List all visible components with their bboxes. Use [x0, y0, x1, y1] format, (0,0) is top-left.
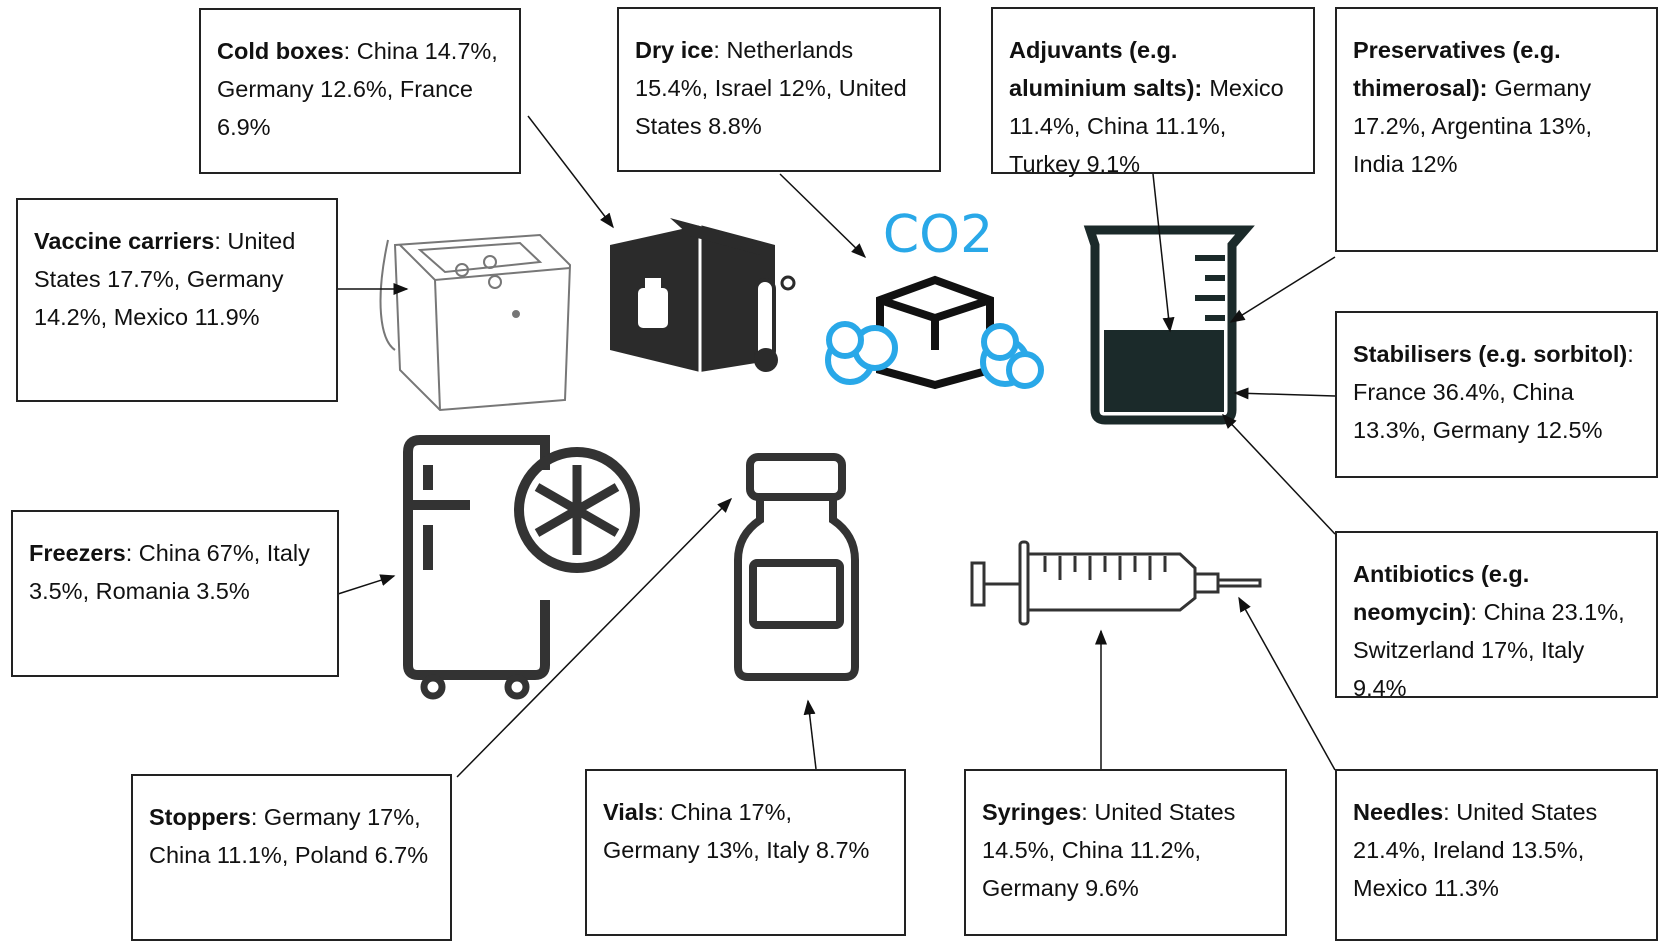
supplier-box: Syringes: United States 14.5%, China 11.… [964, 769, 1287, 936]
beaker-icon [1090, 230, 1245, 420]
item-label: Needles [1353, 799, 1443, 825]
diagram: CO2 [0, 0, 1658, 943]
supplier-box: Stoppers: Germany 17%, China 11.1%, Pola… [131, 774, 452, 941]
supplier-box: Vaccine carriers: United States 17.7%, G… [16, 198, 338, 402]
supplier-box: Needles: United States 21.4%, Ireland 13… [1335, 769, 1658, 941]
vial-icon [738, 457, 855, 677]
co2-label: CO2 [883, 205, 993, 265]
supplier-box: Vials: China 17%, Germany 13%, Italy 8.7… [585, 769, 906, 936]
vaccine-carrier-icon [381, 235, 570, 410]
item-label: Syringes [982, 799, 1081, 825]
dry-ice-icon: CO2 [828, 205, 1041, 386]
cold-box-icon [610, 218, 794, 372]
item-label: Dry ice [635, 37, 713, 63]
item-label: Stabilisers (e.g. sorbitol) [1353, 341, 1627, 367]
supplier-box: Preservatives (e.g. thimerosal):Germany … [1335, 7, 1658, 252]
item-label: Vaccine carriers [34, 228, 214, 254]
freezer-icon [408, 440, 635, 696]
supplier-box: Dry ice: Netherlands 15.4%, Israel 12%, … [617, 7, 941, 172]
supplier-box: Adjuvants (e.g. aluminium salts):Mexico … [991, 7, 1315, 174]
supplier-box: Antibiotics (e.g. neomycin): China 23.1%… [1335, 531, 1658, 698]
supplier-box: Cold boxes: China 14.7%, Germany 12.6%, … [199, 8, 521, 174]
item-label: Vials [603, 799, 657, 825]
supplier-box: Stabilisers (e.g. sorbitol): France 36.4… [1335, 311, 1658, 478]
item-label: Freezers [29, 540, 126, 566]
supplier-box: Freezers: China 67%, Italy 3.5%, Romania… [11, 510, 339, 677]
item-label: Cold boxes [217, 38, 344, 64]
item-label: Adjuvants (e.g. aluminium salts): [1009, 37, 1202, 101]
item-label: Stoppers [149, 804, 251, 830]
syringe-icon [972, 542, 1260, 624]
